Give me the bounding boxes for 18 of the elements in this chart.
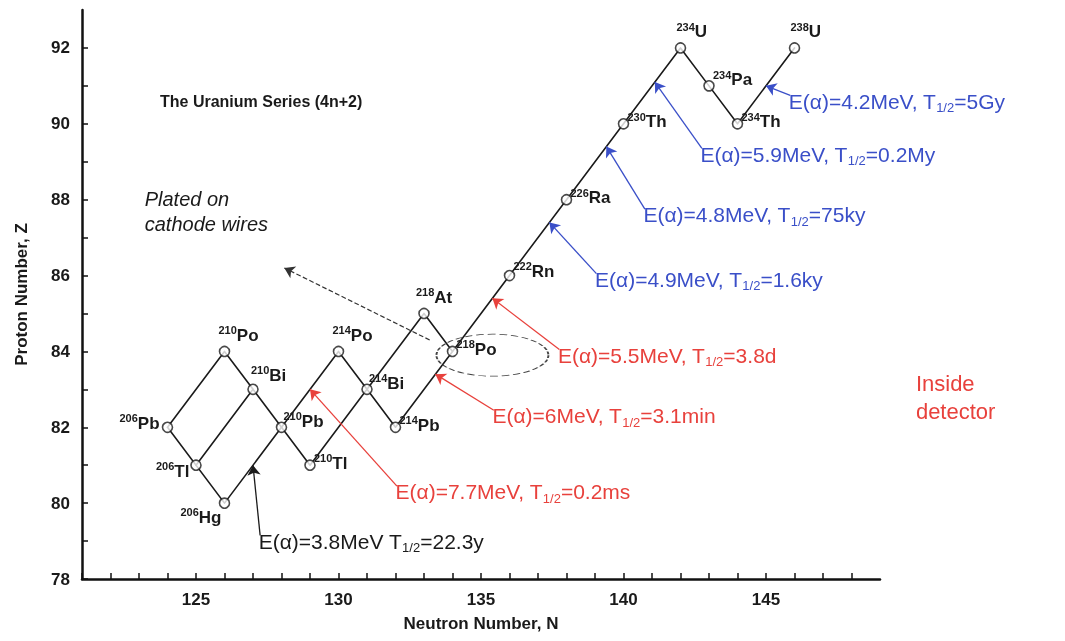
x-axis-title: Neutron Number, N [403,614,559,633]
x-tick-label: 135 [466,590,496,609]
x-tick-label: 145 [751,590,781,609]
x-tick-label: 125 [181,590,211,609]
y-tick-label: 78 [51,569,70,589]
text: Inside detector [915,371,996,424]
y-tick-label: 84 [51,341,71,361]
x-tick-label: 130 [324,590,353,609]
y-tick-label: 86 [51,266,70,286]
y-tick-label: 82 [51,417,70,437]
y-axis-title: Proton Number, Z [12,223,31,366]
text: The Uranium Series (4n+2) [160,92,363,110]
y-tick-label: 92 [51,38,70,58]
y-tick-label: 90 [51,114,70,134]
annotation: Plated on cathode wires [144,187,269,235]
y-tick-label: 88 [51,190,70,210]
y-tick-label: 80 [51,493,70,513]
x-tick-label: 140 [609,590,638,609]
